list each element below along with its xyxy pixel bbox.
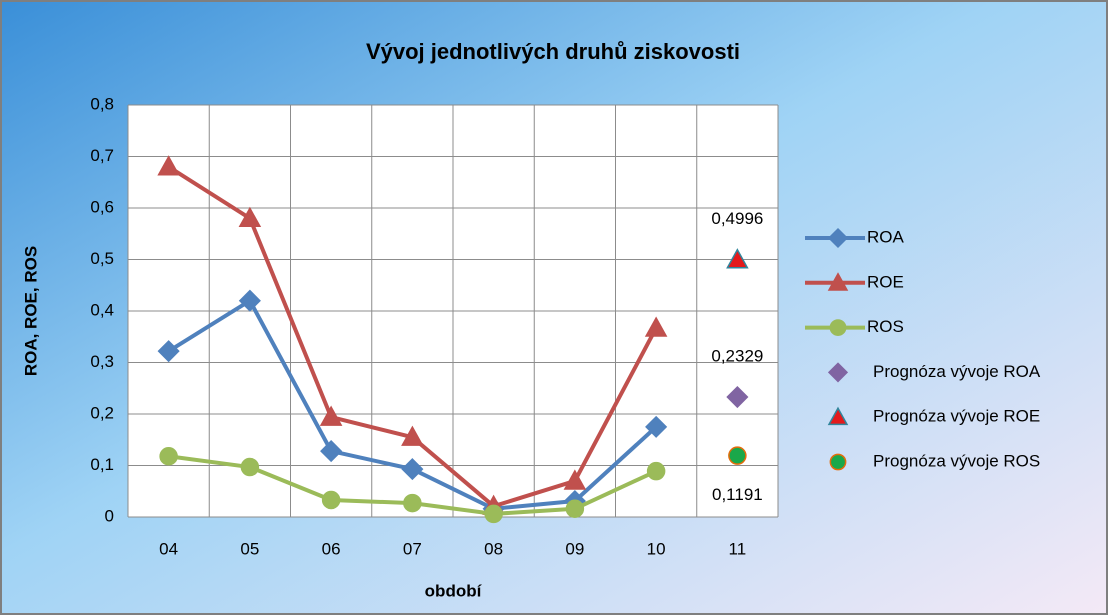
marker (645, 415, 668, 438)
x-tick-label: 05 (240, 539, 259, 558)
marker (827, 406, 849, 426)
marker (644, 316, 668, 337)
marker (563, 469, 587, 490)
x-tick-label: 04 (159, 539, 178, 558)
marker (827, 227, 849, 249)
x-axis-label: období (425, 581, 483, 600)
marker (240, 457, 260, 477)
marker (827, 272, 849, 291)
y-tick-label: 0 (105, 506, 114, 525)
y-tick-label: 0,3 (90, 352, 114, 371)
x-tick-label: 08 (484, 539, 503, 558)
marker (401, 458, 424, 481)
marker (827, 362, 849, 383)
legend: ROA ROE ROS Prognóza vývoje ROA Prognóza výv… (805, 227, 1041, 470)
marks: 0,2329 0,4996 0,1191 (157, 155, 763, 524)
marker (319, 405, 343, 426)
marker (726, 248, 749, 269)
y-tick-label: 0,1 (90, 455, 114, 474)
marker (401, 425, 424, 446)
legend-label: Prognóza vývoje ROA (873, 362, 1041, 381)
y-tick-label: 0,4 (90, 300, 114, 319)
y-tick-label: 0,2 (90, 403, 114, 422)
legend-label: ROA (867, 227, 905, 246)
x-tick-label: 10 (647, 539, 666, 558)
data-label: 0,4996 (711, 209, 763, 228)
marker (829, 319, 847, 337)
y-tick-label: 0,8 (90, 94, 114, 113)
marker (157, 340, 180, 363)
marker (484, 504, 503, 524)
x-tick-label: 07 (403, 539, 422, 558)
x-tick-label: 06 (322, 539, 341, 558)
data-label: 0,1191 (712, 485, 763, 504)
y-tick-label: 0,5 (90, 249, 114, 268)
x-tick-label: 11 (729, 539, 747, 558)
data-label: 0,2329 (711, 347, 763, 366)
legend-label: Prognóza vývoje ROS (873, 451, 1040, 470)
marker (320, 440, 343, 463)
marker (728, 446, 747, 465)
marker (726, 385, 749, 409)
marker (238, 206, 262, 228)
marker (157, 155, 180, 176)
chart-title: Vývoj jednotlivých druhů ziskovosti (366, 39, 740, 64)
x-tick-label: 09 (565, 539, 584, 558)
marker (403, 493, 422, 513)
marker (565, 499, 585, 519)
legend-label: ROE (867, 272, 904, 291)
y-tick-label: 0,6 (90, 197, 114, 216)
marker (238, 289, 261, 312)
legend-label: ROS (867, 317, 904, 336)
y-tick-label: 0,7 (90, 146, 114, 165)
y-axis-label: ROA, ROE, ROS (21, 246, 40, 376)
marker (646, 461, 666, 481)
marker (159, 446, 178, 466)
marker (829, 453, 847, 471)
marker (321, 490, 341, 510)
legend-label: Prognóza vývoje ROE (873, 407, 1040, 426)
